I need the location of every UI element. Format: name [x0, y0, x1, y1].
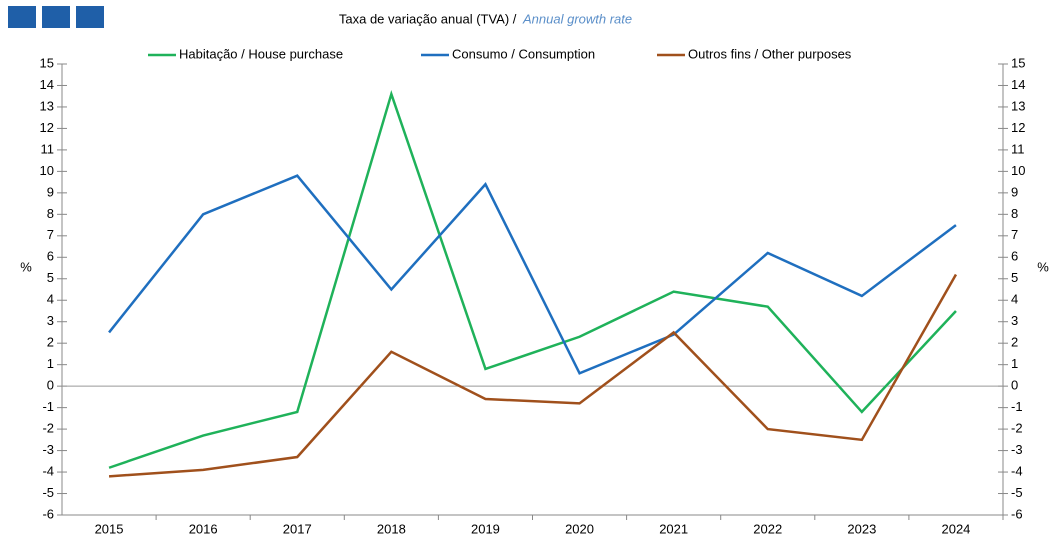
- y2-tick-label: 7: [1011, 227, 1018, 242]
- y2-tick-label: 0: [1011, 378, 1018, 393]
- y-tick-label: 12: [40, 120, 54, 135]
- x-tick-label: 2019: [471, 521, 500, 536]
- y2-tick-label: 14: [1011, 77, 1025, 92]
- y-tick-label: 11: [41, 141, 55, 156]
- y2-tick-label: 15: [1011, 55, 1025, 70]
- y-tick-label: 0: [47, 378, 54, 393]
- series-line: [108, 89, 957, 469]
- y2-tick-label: 3: [1011, 313, 1018, 328]
- y2-tick-label: 1: [1011, 356, 1018, 371]
- y-tick-label: -2: [42, 421, 54, 436]
- legend-label: Outros fins / Other purposes: [688, 46, 852, 61]
- x-tick-label: 2024: [941, 521, 970, 536]
- logo-block: [42, 6, 70, 28]
- x-tick-label: 2018: [377, 521, 406, 536]
- y2-tick-label: -1: [1011, 399, 1023, 414]
- y-tick-label: 14: [40, 77, 54, 92]
- y-tick-label: 15: [40, 55, 54, 70]
- y2-axis-label: %: [1037, 259, 1049, 274]
- x-tick-label: 2023: [847, 521, 876, 536]
- y-tick-label: -3: [42, 442, 54, 457]
- logo-block: [76, 6, 104, 28]
- chart-subtitle-en: Annual growth rate: [522, 11, 632, 26]
- legend-label: Consumo / Consumption: [452, 46, 595, 61]
- y2-tick-label: 8: [1011, 206, 1018, 221]
- logo-block: [8, 6, 36, 28]
- legend-label: Habitação / House purchase: [179, 46, 343, 61]
- y-tick-label: 9: [47, 184, 54, 199]
- y-tick-label: -4: [42, 463, 54, 478]
- y2-tick-label: 6: [1011, 249, 1018, 264]
- x-tick-label: 2016: [189, 521, 218, 536]
- y-tick-label: 7: [47, 227, 54, 242]
- y2-tick-label: -2: [1011, 421, 1023, 436]
- y-tick-label: 10: [40, 163, 54, 178]
- y2-tick-label: 12: [1011, 120, 1025, 135]
- y-tick-label: 4: [47, 292, 54, 307]
- y2-tick-label: 5: [1011, 270, 1018, 285]
- series-line: [108, 273, 958, 478]
- y2-tick-label: -5: [1011, 485, 1023, 500]
- x-tick-label: 2022: [753, 521, 782, 536]
- y2-tick-label: -6: [1011, 506, 1023, 521]
- y-tick-label: 1: [47, 356, 54, 371]
- x-tick-label: 2015: [95, 521, 124, 536]
- y2-tick-label: 11: [1011, 141, 1025, 156]
- y2-tick-label: 10: [1011, 163, 1025, 178]
- x-tick-label: 2017: [283, 521, 312, 536]
- y2-tick-label: 13: [1011, 98, 1025, 113]
- chart-subtitle: Taxa de variação anual (TVA) /: [339, 11, 520, 26]
- y-tick-label: -5: [42, 485, 54, 500]
- y2-tick-label: 9: [1011, 184, 1018, 199]
- x-tick-label: 2021: [659, 521, 688, 536]
- y2-tick-label: -4: [1011, 463, 1023, 478]
- y-axis-label: %: [20, 259, 32, 274]
- y-tick-label: -6: [42, 506, 54, 521]
- y-tick-label: 5: [47, 270, 54, 285]
- y-tick-label: 13: [40, 98, 54, 113]
- y-tick-label: 8: [47, 206, 54, 221]
- y-tick-label: 3: [47, 313, 54, 328]
- y-tick-label: 6: [47, 249, 54, 264]
- y-tick-label: -1: [42, 399, 54, 414]
- x-tick-label: 2020: [565, 521, 594, 536]
- y2-tick-label: 2: [1011, 335, 1018, 350]
- series-line: [108, 174, 957, 375]
- y2-tick-label: 4: [1011, 292, 1018, 307]
- y-tick-label: 2: [47, 335, 54, 350]
- y2-tick-label: -3: [1011, 442, 1023, 457]
